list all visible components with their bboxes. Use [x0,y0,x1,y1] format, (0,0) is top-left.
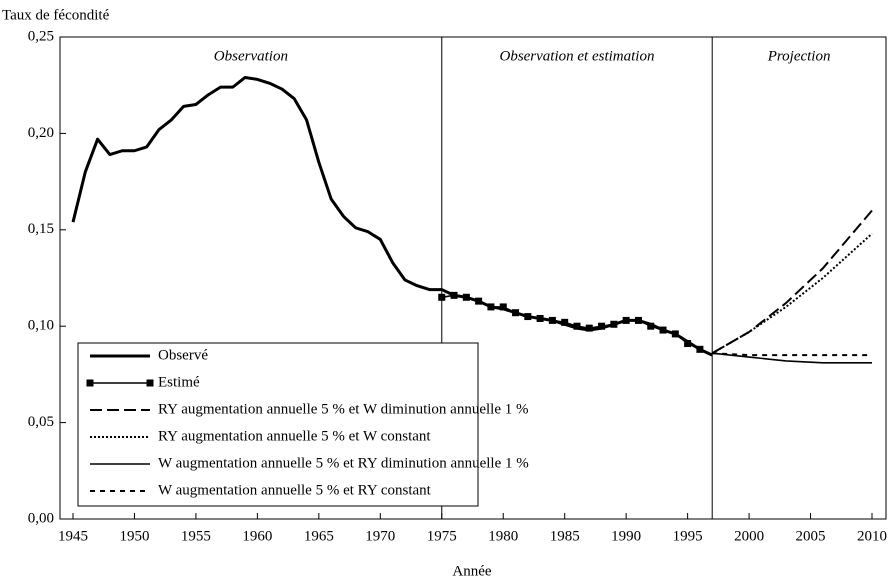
legend-marker [146,379,154,387]
legend-label: W augmentation annuelle 5 % et RY diminu… [158,455,529,471]
series-marker [610,320,618,328]
series-line [441,294,701,351]
legend-label: W augmentation annuelle 5 % et RY consta… [158,482,432,498]
x-tick-label: 1995 [673,528,703,544]
x-tick-label: 1950 [119,528,149,544]
series-marker [475,297,483,305]
series-marker [671,330,679,338]
y-tick-label: 0,00 [28,510,54,526]
series-marker [585,324,593,332]
series-marker [598,322,606,330]
series-marker [536,314,544,322]
series-marker [524,313,532,321]
series-marker [462,293,470,301]
legend-label: Observé [158,347,208,363]
x-tick-label: 1960 [242,528,272,544]
x-tick-label: 1985 [550,528,580,544]
series-marker [450,291,458,299]
series-marker [684,340,692,348]
x-axis-label: Année [452,563,491,579]
x-tick-label: 2010 [857,528,887,544]
series-line [711,232,873,355]
series-marker [696,345,704,353]
legend-label: RY augmentation annuelle 5 % et W diminu… [158,401,528,417]
x-tick-label: 1975 [427,528,457,544]
legend-label: Estimé [158,374,200,390]
series-marker [634,316,642,324]
series-line [712,352,872,364]
series-marker [512,309,520,317]
legend-label: RY augmentation annuelle 5 % et W consta… [158,428,431,444]
y-tick-label: 0,10 [28,318,54,334]
x-tick-label: 1990 [611,528,641,544]
series-marker [659,326,667,334]
x-tick-label: 2005 [796,528,826,544]
y-tick-label: 0,15 [28,221,54,237]
section-label: Observation [214,48,288,64]
section-label: Observation et estimation [499,48,654,64]
legend-box [77,342,479,507]
series-marker [561,318,569,326]
x-tick-label: 1965 [304,528,334,544]
x-tick-label: 1955 [181,528,211,544]
legend-marker [86,379,94,387]
x-tick-label: 1945 [58,528,88,544]
x-tick-label: 1980 [488,528,518,544]
series-marker [438,293,446,301]
series-marker [499,303,507,311]
series-marker [622,316,630,324]
series-marker [647,322,655,330]
y-tick-label: 0,05 [28,414,54,430]
series-marker [548,316,556,324]
x-tick-label: 2000 [734,528,764,544]
series-line [711,209,873,355]
series-marker [573,322,581,330]
y-tick-label: 0,20 [28,125,54,141]
section-label: Projection [767,48,831,64]
series-marker [487,303,495,311]
series-line [71,75,713,357]
plot-frame [59,36,887,520]
series-line [712,352,872,357]
y-axis-label: Taux de fécondité [2,7,110,23]
x-tick-label: 1970 [365,528,395,544]
y-tick-label: 0,25 [28,28,54,44]
